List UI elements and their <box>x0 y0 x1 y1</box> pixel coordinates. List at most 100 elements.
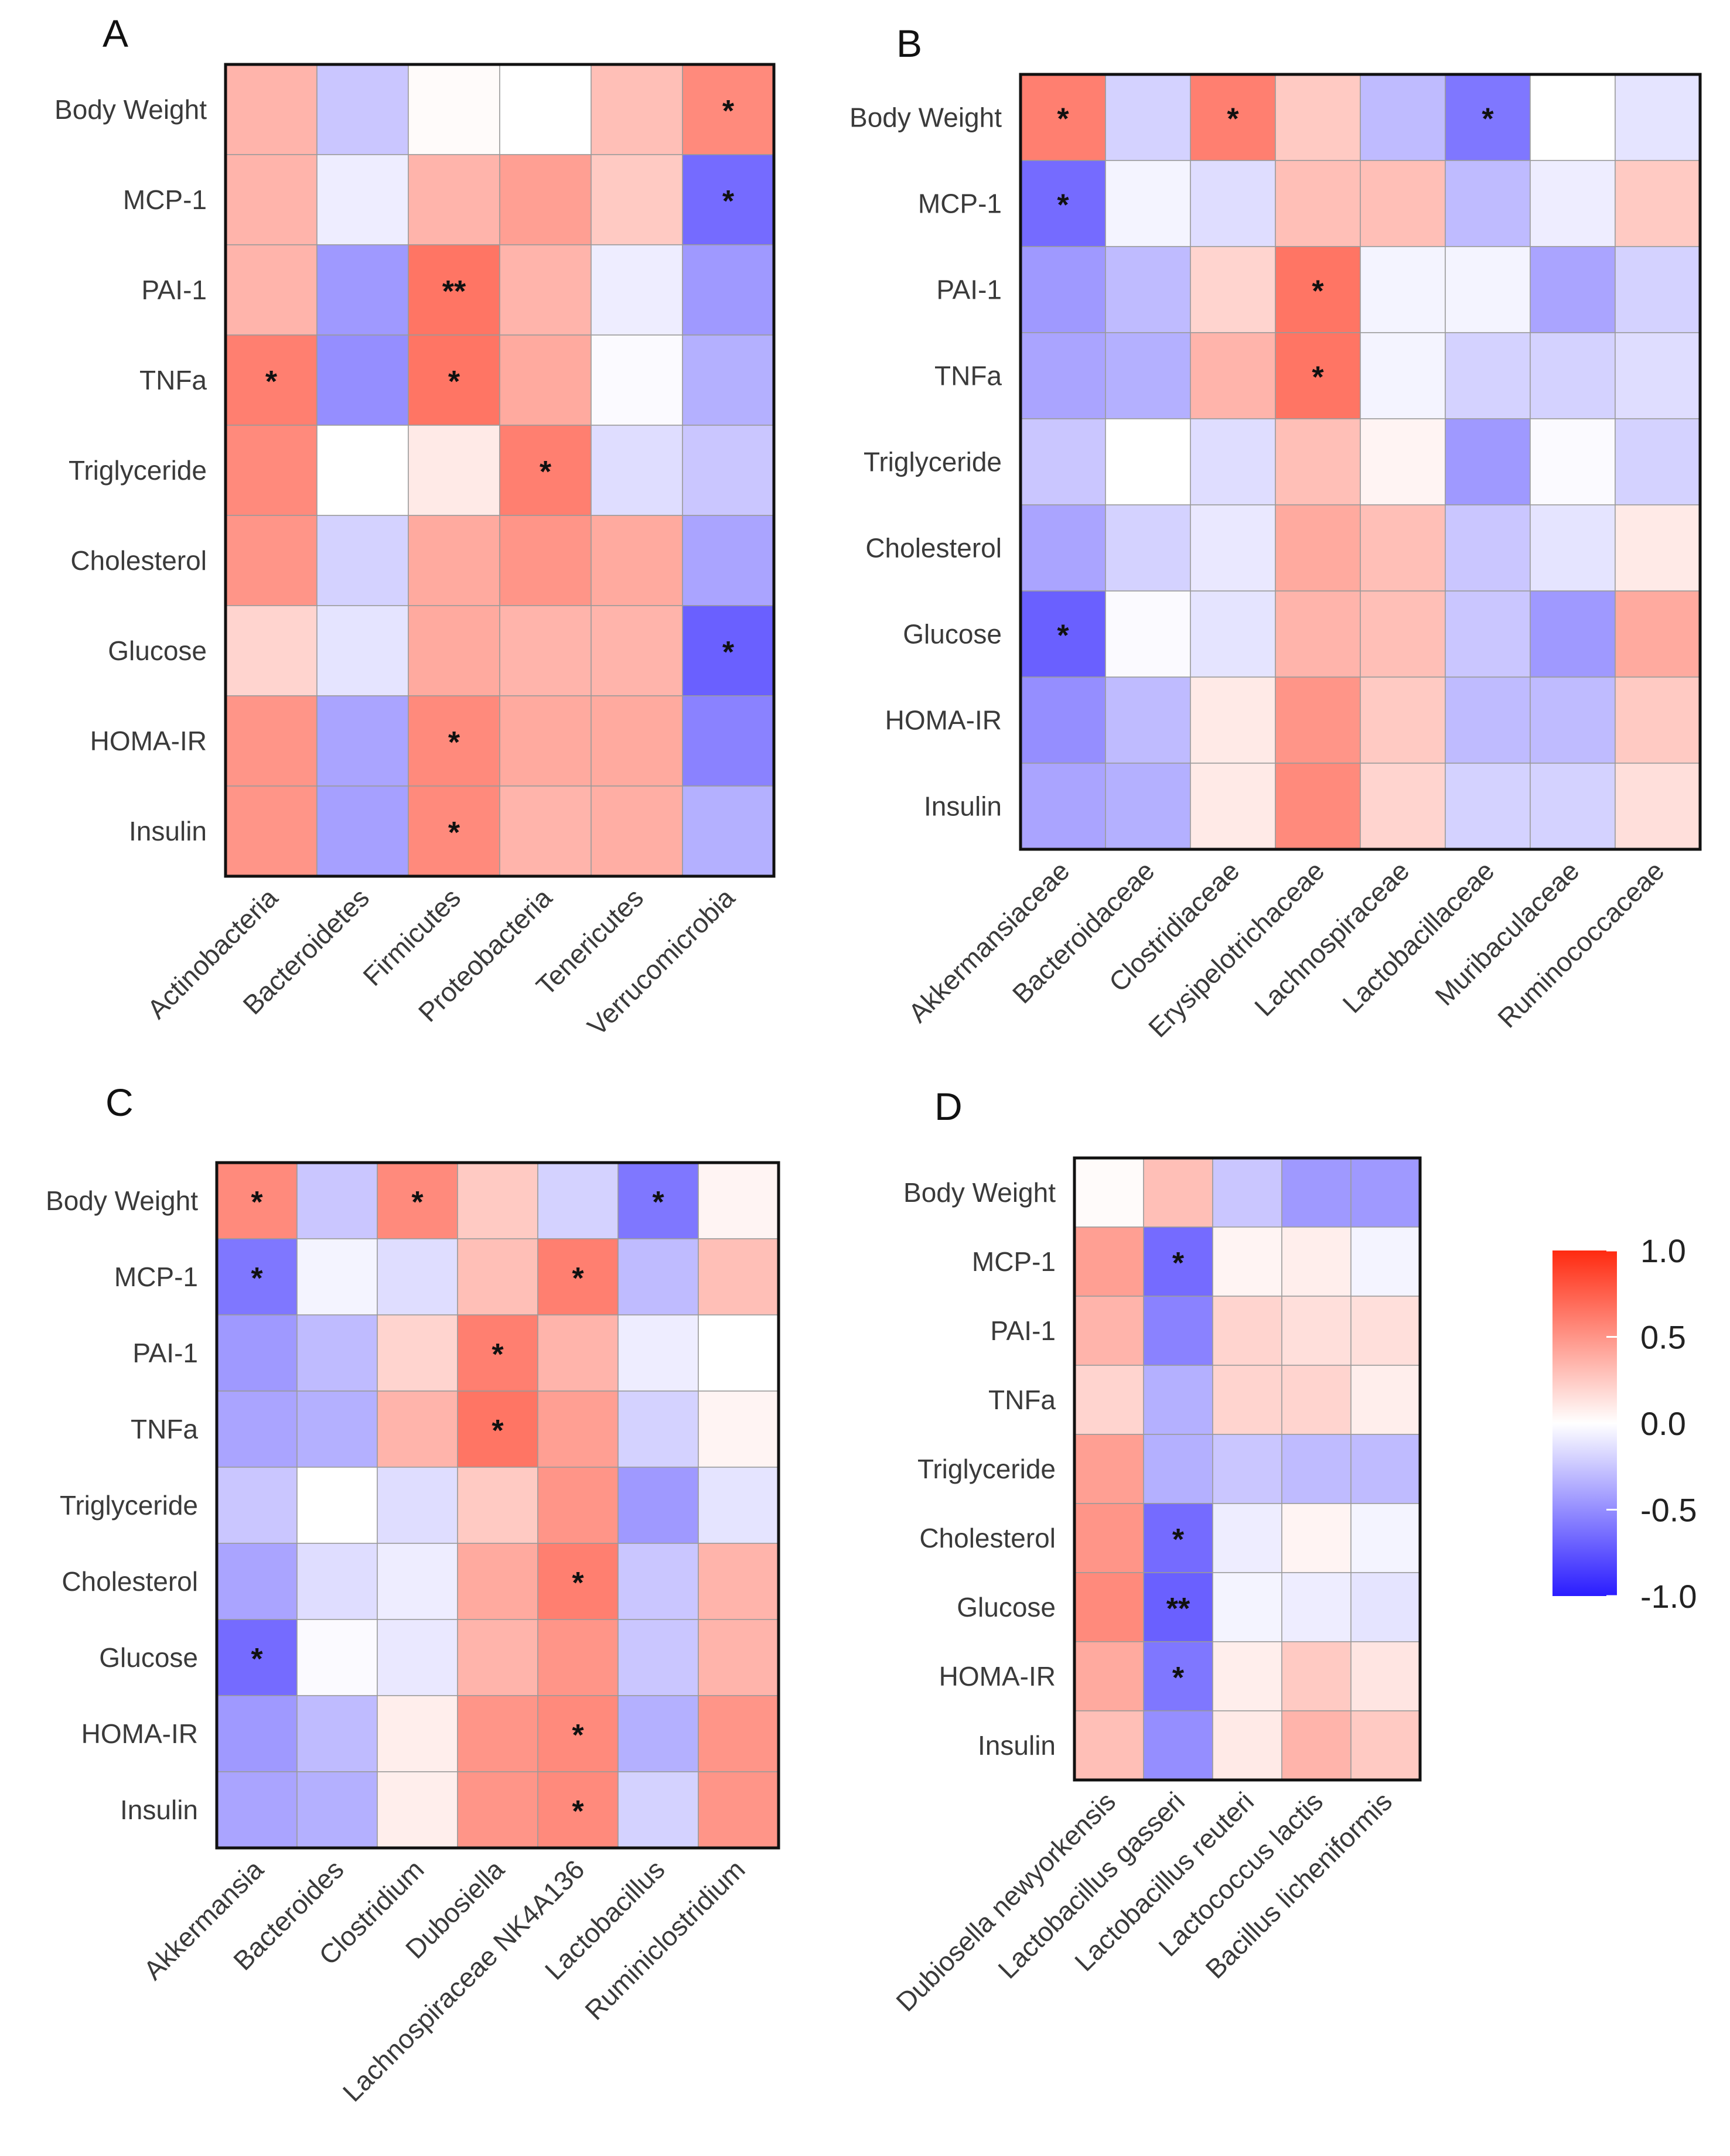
panel-c-cell-homa-ir-akkermansia <box>216 1695 298 1772</box>
panel-b-cell-pai-1-muribaculaceae <box>1530 246 1616 333</box>
panel-c-cell-pai-1-clostridium <box>377 1314 458 1392</box>
panel-b-column-label: Muribaculaceae <box>1429 855 1585 1011</box>
panel-a-cell-body-weight-firmicutes <box>408 64 500 155</box>
panel-b-cell-tnfa-clostridiaceae <box>1190 332 1276 419</box>
panel-b-cell-body-weight-bacteroidaceae <box>1105 74 1191 161</box>
panel-c-cell-body-weight-lachnospiraceae-nk4a136 <box>537 1162 619 1239</box>
panel-c-cell-tnfa-dubosiella <box>457 1390 538 1468</box>
panel-a-cell-cholesterol-firmicutes <box>408 515 500 606</box>
panel-d-cell-pai-1-lactococcus-lactis <box>1281 1296 1352 1366</box>
panel-b-cell-mcp-1-lachnospiraceae <box>1360 160 1446 247</box>
panel-d-row-label: PAI-1 <box>990 1316 1056 1346</box>
panel-b-cell-mcp-1-ruminococcaceae <box>1615 160 1701 247</box>
panel-a-significance-mark: * <box>722 635 735 669</box>
colorbar-tick-label: -1.0 <box>1640 1578 1697 1615</box>
panel-b-row-label: Insulin <box>924 791 1002 822</box>
panel-c-cell-body-weight-akkermansia <box>216 1162 298 1239</box>
panel-d-cell-insulin-lactobacillus-gasseri <box>1143 1710 1213 1781</box>
panel-d-cell-glucose-lactobacillus-reuteri <box>1212 1572 1282 1642</box>
panel-a-cell-tnfa-firmicutes <box>408 334 500 426</box>
panel-c-cell-glucose-clostridium <box>377 1619 458 1696</box>
panel-c-cell-cholesterol-lactobacillus <box>617 1543 699 1620</box>
panel-b-cell-glucose-lactobacillaceae <box>1445 590 1531 678</box>
panel-b-significance-mark: * <box>1312 361 1324 395</box>
panel-d-cell-tnfa-lactobacillus-reuteri <box>1212 1365 1282 1435</box>
panel-b-cell-triglyceride-clostridiaceae <box>1190 418 1276 505</box>
panel-a-cell-mcp-1-bacteroidetes <box>316 154 409 245</box>
panel-d-cell-tnfa-lactobacillus-gasseri <box>1143 1365 1213 1435</box>
panel-a-cell-cholesterol-actinobacteria <box>225 515 318 606</box>
panel-a-cell-pai-1-tenericutes <box>591 244 683 336</box>
panel-c-cell-homa-ir-ruminiclostridium <box>698 1695 779 1772</box>
panel-b-cell-tnfa-bacteroidaceae <box>1105 332 1191 419</box>
panel-b-cell-glucose-muribaculaceae <box>1530 590 1616 678</box>
panel-c-significance-mark: * <box>251 1642 263 1676</box>
panel-b-cell-insulin-lactobacillaceae <box>1445 763 1531 850</box>
panel-a-cell-triglyceride-verrucomicrobia <box>682 425 774 516</box>
panel-c-row-label: HOMA-IR <box>81 1718 198 1749</box>
panel-c-significance-mark: * <box>411 1185 424 1219</box>
panel-c-cell-pai-1-lactobacillus <box>617 1314 699 1392</box>
panel-b-row-label: MCP-1 <box>918 189 1002 219</box>
panel-a-cell-glucose-bacteroidetes <box>316 605 409 696</box>
panel-d-cell-triglyceride-bacillus-licheniformis <box>1350 1434 1421 1504</box>
panel-b-letter: B <box>896 22 922 65</box>
panel-c-significance-mark: * <box>251 1185 263 1219</box>
panel-c-cell-mcp-1-ruminiclostridium <box>698 1238 779 1316</box>
panel-a-row-label: Insulin <box>129 816 207 846</box>
panel-a-cell-glucose-actinobacteria <box>225 605 318 696</box>
panel-a-significance-mark: * <box>448 365 460 399</box>
panel-c-cell-pai-1-bacteroides <box>296 1314 378 1392</box>
colorbar-tick-label: 1.0 <box>1640 1232 1686 1269</box>
panel-b-frame <box>1019 73 1702 851</box>
panel-c-cell-triglyceride-bacteroides <box>296 1467 378 1544</box>
panel-b-cell-pai-1-erysipelotrichaceae <box>1275 246 1361 333</box>
panel-b-cell-triglyceride-lactobacillaceae <box>1445 418 1531 505</box>
panel-c-cell-body-weight-dubosiella <box>457 1162 538 1239</box>
panel-c-cell-glucose-ruminiclostridium <box>698 1619 779 1696</box>
panel-a-significance-mark: * <box>265 365 278 399</box>
panel-d-cell-body-weight-lactobacillus-gasseri <box>1143 1157 1213 1228</box>
panel-a-cell-mcp-1-tenericutes <box>591 154 683 245</box>
panel-c-cell-insulin-lactobacillus <box>617 1771 699 1849</box>
panel-c-cell-pai-1-lachnospiraceae-nk4a136 <box>537 1314 619 1392</box>
panel-b-cell-triglyceride-bacteroidaceae <box>1105 418 1191 505</box>
panel-b-cell-triglyceride-muribaculaceae <box>1530 418 1616 505</box>
panel-d-cell-pai-1-lactobacillus-gasseri <box>1143 1296 1213 1366</box>
panel-c-cell-triglyceride-akkermansia <box>216 1467 298 1544</box>
panel-b-cell-cholesterol-lachnospiraceae <box>1360 504 1446 592</box>
panel-b-cell-tnfa-muribaculaceae <box>1530 332 1616 419</box>
panel-c-row-label: Insulin <box>120 1795 198 1825</box>
panel-b-significance-mark: * <box>1057 619 1069 653</box>
panel-b-cell-mcp-1-lactobacillaceae <box>1445 160 1531 247</box>
panel-d-cell-mcp-1-lactococcus-lactis <box>1281 1226 1352 1297</box>
panel-c-row-label: PAI-1 <box>132 1338 198 1368</box>
panel-c-cell-triglyceride-clostridium <box>377 1467 458 1544</box>
panel-b-cell-pai-1-ruminococcaceae <box>1615 246 1701 333</box>
panel-b-cell-mcp-1-clostridiaceae <box>1190 160 1276 247</box>
panel-b-cell-glucose-lachnospiraceae <box>1360 590 1446 678</box>
panel-c-row-label: Body Weight <box>46 1185 198 1216</box>
panel-b-cell-homa-ir-lactobacillaceae <box>1445 676 1531 764</box>
panel-b-cell-body-weight-ruminococcaceae <box>1615 74 1701 161</box>
panel-a-cell-homa-ir-proteobacteria <box>499 695 592 787</box>
panel-d-cell-body-weight-lactococcus-lactis <box>1281 1157 1352 1228</box>
panel-d-significance-mark: * <box>1172 1661 1185 1695</box>
panel-b-cell-cholesterol-akkermansiaceae <box>1020 504 1106 592</box>
panel-d-cell-tnfa-dubiosella-newyorkensis <box>1074 1365 1144 1435</box>
panel-d-cell-homa-ir-lactobacillus-reuteri <box>1212 1641 1282 1711</box>
panel-a-cell-glucose-proteobacteria <box>499 605 592 696</box>
panel-b-cell-insulin-bacteroidaceae <box>1105 763 1191 850</box>
panel-c-row-label: TNFa <box>131 1414 198 1444</box>
panel-b-cell-cholesterol-clostridiaceae <box>1190 504 1276 592</box>
panel-a-cell-glucose-firmicutes <box>408 605 500 696</box>
panel-a-cell-insulin-proteobacteria <box>499 785 592 877</box>
panel-a-cell-glucose-tenericutes <box>591 605 683 696</box>
panel-d-cell-homa-ir-lactococcus-lactis <box>1281 1641 1352 1711</box>
panel-c-cell-triglyceride-lachnospiraceae-nk4a136 <box>537 1467 619 1544</box>
panel-d-cell-triglyceride-lactobacillus-reuteri <box>1212 1434 1282 1504</box>
panel-c-cell-tnfa-akkermansia <box>216 1390 298 1468</box>
panel-b-significance-mark: * <box>1312 275 1324 309</box>
panel-a-cell-mcp-1-actinobacteria <box>225 154 318 245</box>
